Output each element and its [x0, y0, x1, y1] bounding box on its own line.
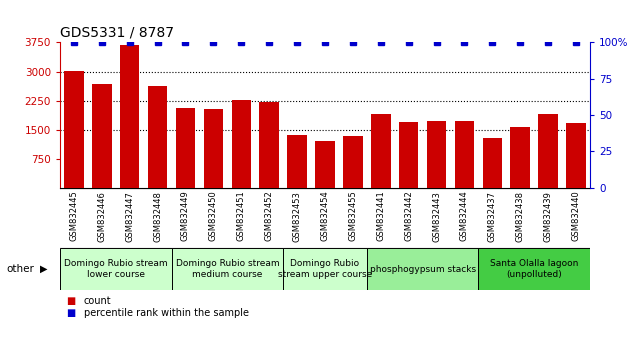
Text: GSM832443: GSM832443 — [432, 190, 441, 241]
Text: GSM832451: GSM832451 — [237, 190, 245, 241]
Text: ■: ■ — [66, 296, 76, 306]
Text: GSM832450: GSM832450 — [209, 190, 218, 241]
Bar — [483, 138, 502, 188]
Bar — [232, 100, 251, 188]
Text: Santa Olalla lagoon
(unpolluted): Santa Olalla lagoon (unpolluted) — [490, 259, 579, 279]
Text: GSM832452: GSM832452 — [264, 190, 274, 241]
Bar — [172, 248, 283, 290]
Bar — [367, 248, 478, 290]
Text: ■: ■ — [66, 308, 76, 318]
Bar — [371, 114, 391, 188]
Bar — [478, 248, 590, 290]
Text: GSM832442: GSM832442 — [404, 190, 413, 241]
Text: GSM832454: GSM832454 — [321, 190, 329, 241]
Text: GSM832438: GSM832438 — [516, 190, 525, 242]
Bar — [455, 121, 475, 188]
Bar — [175, 108, 195, 188]
Text: Domingo Rubio stream
lower course: Domingo Rubio stream lower course — [64, 259, 168, 279]
Text: GSM832444: GSM832444 — [460, 190, 469, 241]
Bar — [427, 121, 446, 188]
Text: phosphogypsum stacks: phosphogypsum stacks — [370, 264, 476, 274]
Bar — [92, 84, 112, 188]
Text: GDS5331 / 8787: GDS5331 / 8787 — [60, 26, 174, 40]
Text: GSM832446: GSM832446 — [97, 190, 106, 241]
Bar — [510, 127, 530, 188]
Text: GSM832448: GSM832448 — [153, 190, 162, 241]
Text: Domingo Rubio
stream upper course: Domingo Rubio stream upper course — [278, 259, 372, 279]
Bar — [64, 71, 84, 188]
Bar — [283, 248, 367, 290]
Text: percentile rank within the sample: percentile rank within the sample — [84, 308, 249, 318]
Bar — [204, 109, 223, 188]
Bar — [287, 135, 307, 188]
Text: GSM832445: GSM832445 — [69, 190, 78, 241]
Text: GSM832441: GSM832441 — [376, 190, 386, 241]
Bar — [316, 141, 334, 188]
Bar — [343, 136, 363, 188]
Bar — [148, 86, 167, 188]
Text: GSM832439: GSM832439 — [544, 190, 553, 241]
Text: GSM832447: GSM832447 — [125, 190, 134, 241]
Text: GSM832437: GSM832437 — [488, 190, 497, 242]
Text: GSM832449: GSM832449 — [181, 190, 190, 241]
Bar — [60, 248, 172, 290]
Bar — [259, 102, 279, 188]
Text: count: count — [84, 296, 112, 306]
Bar — [399, 122, 418, 188]
Bar — [566, 122, 586, 188]
Text: ▶: ▶ — [40, 264, 48, 274]
Text: Domingo Rubio stream
medium course: Domingo Rubio stream medium course — [175, 259, 279, 279]
Text: GSM832440: GSM832440 — [572, 190, 581, 241]
Bar — [538, 114, 558, 188]
Text: GSM832453: GSM832453 — [293, 190, 302, 241]
Text: other: other — [6, 264, 34, 274]
Text: GSM832455: GSM832455 — [348, 190, 357, 241]
Bar — [120, 45, 139, 188]
